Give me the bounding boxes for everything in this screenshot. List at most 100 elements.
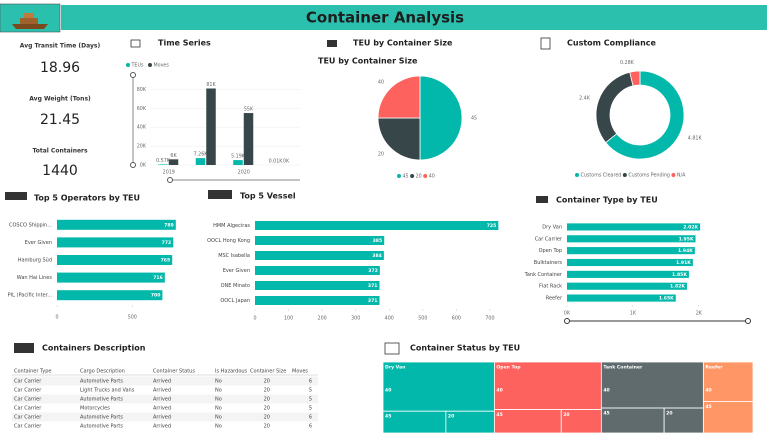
table-cell: Car Carrier (14, 406, 42, 412)
bar (567, 247, 695, 255)
table-cell: No (215, 415, 222, 421)
bar (206, 88, 216, 165)
data-label: 1.95K (679, 236, 694, 242)
kpi-label: Avg Weight (Tons) (29, 96, 91, 103)
chart-title: TEU by Container Size (353, 39, 453, 48)
bar (57, 290, 163, 301)
table-cell: Arrived (153, 379, 171, 385)
x-tick-label: 200 (318, 316, 327, 322)
legend-swatch (423, 174, 428, 178)
data-label: 1.82K (670, 284, 685, 290)
tile-label: 45 (603, 411, 609, 417)
table-title: Containers Description (42, 344, 146, 353)
data-label: 372 (368, 268, 378, 274)
data-label: 0.01K (269, 158, 284, 164)
data-label: 1.94K (678, 248, 693, 254)
kpi-value: 1440 (42, 163, 78, 179)
data-label: 725 (487, 223, 497, 229)
slice (419, 75, 463, 161)
kpi-value: 21.45 (40, 112, 80, 128)
y-tick-label: 80K (137, 87, 147, 93)
data-label: 0.57K (156, 158, 171, 164)
type-slider[interactable] (564, 318, 751, 324)
table-header: Moves (292, 369, 308, 375)
time-slider[interactable] (130, 72, 301, 183)
x-tick-label: 600 (452, 316, 461, 322)
bar (255, 266, 380, 275)
slice-label: 40 (378, 79, 384, 85)
kpi-label: Total Containers (32, 148, 88, 155)
slice (605, 70, 685, 160)
legend-label: TEUs (131, 63, 144, 69)
legend-swatch (148, 63, 152, 67)
table-header: Cargo Description (80, 369, 125, 375)
table-cell: Car Carrier (14, 415, 42, 421)
x-tick-label: 0 (55, 315, 58, 321)
chart-title: Top 5 Vessel (240, 192, 296, 201)
chart-title: Container Type by TEU (556, 196, 658, 205)
table-cell: 5 (309, 397, 312, 403)
kpi-value: 18.96 (40, 60, 80, 76)
y-tick-label: Open Top (539, 248, 562, 254)
y-tick-label: 40K (137, 125, 147, 131)
tile-label: 45 (705, 404, 711, 410)
tile-name: Dry Van (385, 365, 405, 371)
tile-label: 20 (448, 414, 454, 420)
bar (567, 223, 701, 231)
legend-label: N/A (677, 173, 686, 179)
legend-swatch (397, 174, 401, 178)
table-cell: 20 (264, 379, 270, 385)
table-cell: Car Carrier (14, 388, 42, 394)
table-cell: Arrived (153, 388, 171, 394)
table-cell: 20 (264, 424, 270, 430)
y-tick-label: Car Carrier (535, 236, 563, 242)
table-row (12, 376, 318, 386)
chart-title: Container Status by TEU (410, 344, 520, 353)
bar (243, 113, 254, 165)
bar (195, 158, 206, 165)
tile (493, 361, 602, 410)
x-tick-label: 700 (485, 316, 494, 322)
y-tick-label: Hamburg Süd (18, 258, 52, 264)
table-cell: Car Carrier (14, 379, 42, 385)
table-cell: Arrived (153, 415, 171, 421)
data-label: 55K (244, 107, 254, 113)
table-cell: 5 (309, 406, 312, 412)
table-cell: 6 (309, 379, 312, 385)
data-label: 1.65K (659, 296, 674, 302)
legend-label: Moves (154, 63, 170, 69)
tile-name: Reefer (705, 365, 723, 371)
table-cell: 20 (264, 406, 270, 412)
data-label: 371 (368, 283, 378, 289)
data-label: 371 (368, 298, 378, 304)
tile-label: 40 (705, 388, 711, 394)
table-cell: 6 (309, 424, 312, 430)
table-cell: Arrived (153, 424, 171, 430)
tile (600, 407, 665, 433)
data-label: 385 (373, 238, 383, 244)
data-label: 1.91K (676, 260, 691, 266)
table-cell: No (215, 397, 222, 403)
tile-label: 20 (666, 411, 672, 417)
table-cell: Car Carrier (14, 397, 42, 403)
data-label: 716 (153, 275, 163, 281)
slice-label: 20 (378, 152, 384, 158)
table-header: Container Type (14, 369, 52, 375)
y-tick-label: PIL (Pacific Inter... (8, 293, 53, 299)
bar (57, 255, 173, 265)
table-row (12, 412, 318, 422)
data-label: 6K (170, 153, 177, 159)
bar (57, 237, 174, 248)
table-header: Container Size (250, 369, 286, 375)
bar (567, 294, 676, 302)
legend-swatch (622, 173, 627, 177)
y-tick-label: Bulktainers (534, 260, 563, 266)
y-tick-label: OOCL Japan (220, 298, 250, 304)
y-tick-label: OOCL Hong Kong (207, 238, 250, 244)
table-cell: Automotive Parts (80, 379, 123, 385)
legend-swatch (410, 174, 415, 178)
legend-swatch (575, 173, 579, 177)
data-label: 765 (161, 258, 171, 264)
x-tick-label: 500 (128, 315, 137, 321)
y-tick-label: Flat Rack (539, 284, 562, 290)
